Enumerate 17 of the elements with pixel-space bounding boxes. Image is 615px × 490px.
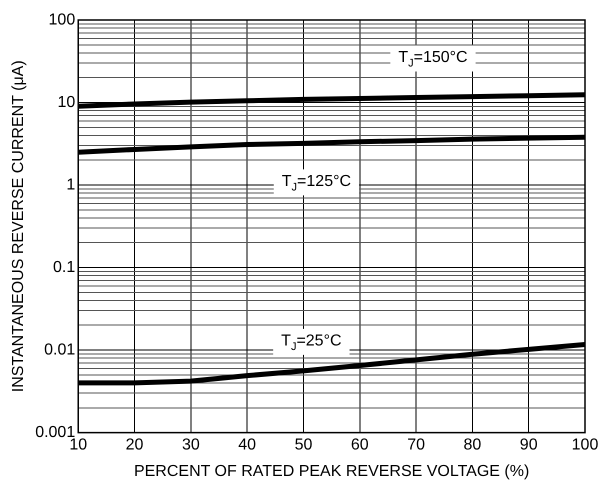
y-tick-label: 10	[57, 94, 76, 111]
y-axis-title: INSTANTANEOUS REVERSE CURRENT (μA)	[10, 60, 28, 392]
x-tick-label: 100	[572, 436, 598, 454]
y-tick-label: 0.1	[52, 258, 76, 276]
y-tick-label: 0.01	[44, 341, 76, 358]
y-tick-label: 1	[66, 176, 76, 194]
x-tick-label: 60	[350, 436, 369, 454]
x-tick-label: 20	[126, 436, 144, 454]
x-tick-label: 10	[69, 436, 88, 454]
x-tick-label: 90	[520, 436, 538, 454]
x-axis-title: PERCENT OF RATED PEAK REVERSE VOLTAGE (%)	[134, 462, 530, 480]
x-tick-label: 80	[463, 436, 482, 454]
x-tick-label: 40	[238, 436, 256, 454]
y-tick-label: 100	[48, 11, 76, 28]
x-tick-label: 70	[407, 436, 426, 454]
x-tick-label: 50	[294, 436, 312, 454]
x-tick-label: 30	[182, 436, 200, 454]
